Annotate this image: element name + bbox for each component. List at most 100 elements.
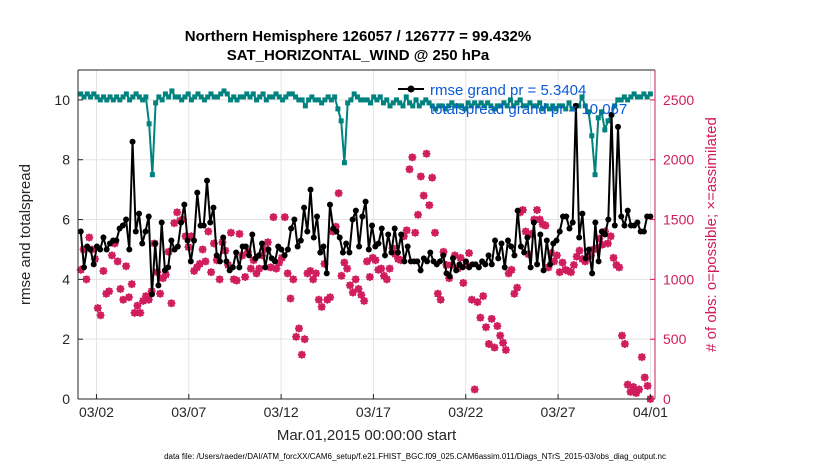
totalspread-point bbox=[88, 94, 94, 100]
obs-assimilated-marker bbox=[397, 256, 406, 265]
legend-totalspread-label: totalspread grand pr = 10.067 bbox=[430, 101, 627, 118]
rmse-point bbox=[517, 243, 524, 250]
rmse-point bbox=[314, 213, 321, 220]
obs-assimilated-marker bbox=[246, 264, 255, 273]
totalspread-point bbox=[524, 103, 530, 109]
obs-assimilated-marker bbox=[187, 232, 196, 241]
rmse-point bbox=[534, 261, 541, 268]
obs-assimilated-marker bbox=[320, 259, 329, 268]
obs-assimilated-marker bbox=[484, 339, 493, 348]
obs-assimilated-marker bbox=[635, 385, 644, 394]
totalspread-point bbox=[374, 97, 380, 103]
obs-assimilated-marker bbox=[297, 350, 306, 359]
totalspread-point bbox=[605, 118, 611, 124]
rmse-point bbox=[576, 234, 583, 241]
totalspread-point bbox=[442, 106, 448, 112]
x-tick-label: 03/02 bbox=[79, 404, 114, 420]
rmse-point bbox=[336, 234, 343, 241]
obs-assimilated-marker bbox=[258, 251, 267, 260]
obs-assimilated-marker bbox=[496, 331, 505, 340]
totalspread-point bbox=[612, 103, 618, 109]
obs-assimilated-marker bbox=[414, 210, 423, 219]
rmse-point bbox=[97, 246, 104, 253]
obs-count-point bbox=[99, 266, 108, 275]
obs-assimilated-marker bbox=[139, 296, 148, 305]
obs-count-point bbox=[615, 263, 624, 272]
rmse-point bbox=[504, 237, 511, 244]
rmse-point bbox=[501, 264, 508, 271]
obs-assimilated-marker bbox=[294, 324, 303, 333]
totalspread-point bbox=[127, 97, 133, 103]
obs-count-point bbox=[575, 246, 584, 255]
totalspread-point bbox=[260, 91, 266, 97]
totalspread-point bbox=[205, 94, 211, 100]
obs-assimilated-marker bbox=[450, 251, 459, 260]
totalspread-point bbox=[579, 94, 585, 100]
totalspread-point bbox=[560, 103, 566, 109]
rmse-point bbox=[585, 246, 592, 253]
obs-assimilated-marker bbox=[476, 313, 485, 322]
obs-assimilated-marker bbox=[181, 232, 190, 241]
totalspread-point bbox=[644, 94, 650, 100]
totalspread-point bbox=[371, 94, 377, 100]
obs-assimilated-marker bbox=[119, 295, 128, 304]
obs-assimilated-marker bbox=[609, 253, 618, 262]
obs-assimilated-marker bbox=[238, 251, 247, 260]
rmse-point bbox=[553, 237, 560, 244]
obs-assimilated-marker bbox=[575, 246, 584, 255]
obs-assimilated-marker bbox=[269, 213, 278, 222]
obs-count-point bbox=[465, 249, 474, 258]
obs-count-point bbox=[286, 294, 295, 303]
y-left-tick-label: 2 bbox=[62, 331, 70, 347]
totalspread-point bbox=[439, 103, 445, 109]
rmse-point bbox=[207, 219, 214, 226]
obs-assimilated-marker bbox=[241, 272, 250, 281]
obs-assimilated-marker bbox=[286, 294, 295, 303]
obs-assimilated-marker bbox=[603, 239, 612, 248]
totalspread-point bbox=[384, 97, 390, 103]
rmse-point bbox=[339, 249, 346, 256]
rmse-point bbox=[145, 213, 152, 220]
obs-count-point bbox=[402, 226, 411, 235]
rmse-point bbox=[498, 240, 505, 247]
obs-count-point bbox=[255, 264, 264, 273]
obs-assimilated-marker bbox=[156, 289, 165, 298]
obs-count-point bbox=[311, 269, 320, 278]
rmse-point bbox=[349, 216, 356, 223]
obs-count-point bbox=[348, 288, 357, 297]
rmse-point bbox=[233, 249, 240, 256]
obs-assimilated-marker bbox=[411, 228, 420, 237]
obs-assimilated-marker bbox=[385, 264, 394, 273]
x-tick-label: 04/01 bbox=[633, 404, 668, 420]
obs-assimilated-marker bbox=[232, 276, 241, 285]
obs-assimilated-marker bbox=[479, 292, 488, 301]
obs-assimilated-marker bbox=[637, 353, 646, 362]
obs-assimilated-marker bbox=[198, 245, 207, 254]
totalspread-point bbox=[455, 103, 461, 109]
obs-assimilated-marker bbox=[345, 281, 354, 290]
totalspread-point bbox=[407, 100, 413, 106]
rmse-point bbox=[511, 252, 518, 259]
obs-assimilated-marker bbox=[190, 266, 199, 275]
totalspread-point bbox=[475, 103, 481, 109]
totalspread-point bbox=[507, 97, 513, 103]
obs-count-point bbox=[198, 245, 207, 254]
obs-count-point bbox=[473, 298, 482, 307]
obs-assimilated-marker bbox=[535, 215, 544, 224]
obs-assimilated-marker bbox=[252, 269, 261, 278]
totalspread-point bbox=[302, 103, 308, 109]
obs-assimilated-marker bbox=[360, 296, 369, 305]
rmse-point bbox=[181, 201, 188, 208]
obs-count-point bbox=[501, 345, 510, 354]
totalspread-point bbox=[78, 91, 84, 97]
obs-count-point bbox=[317, 302, 326, 311]
obs-assimilated-marker bbox=[113, 257, 122, 266]
obs-assimilated-marker bbox=[408, 153, 417, 162]
totalspread-point bbox=[149, 172, 155, 178]
rmse-point bbox=[572, 102, 579, 109]
rmse-point bbox=[119, 222, 126, 229]
obs-assimilated-marker bbox=[598, 240, 607, 249]
totalspread-point bbox=[299, 97, 305, 103]
obs-count-point bbox=[232, 276, 241, 285]
obs-assimilated-marker bbox=[632, 389, 641, 398]
